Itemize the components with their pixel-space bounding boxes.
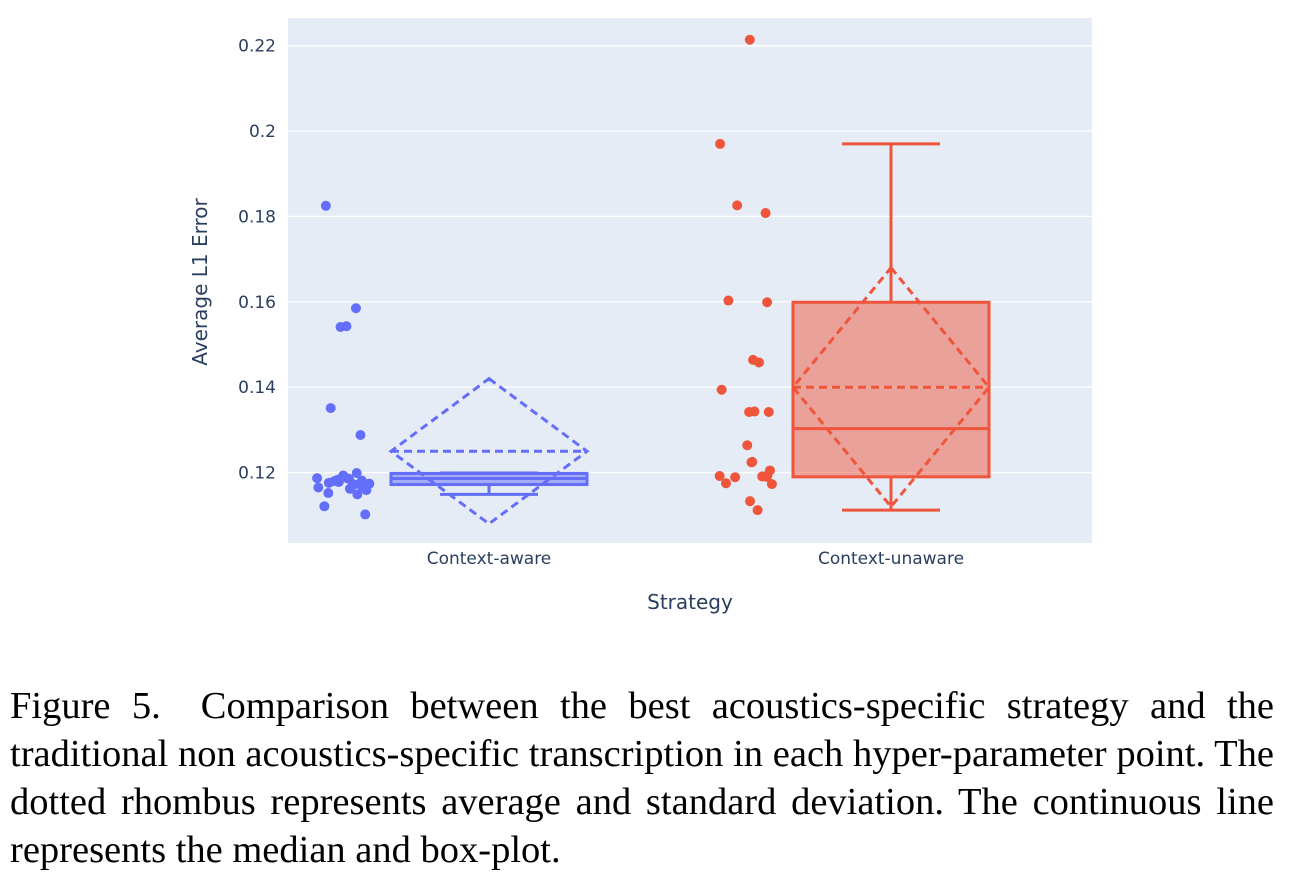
- iqr-box: [791, 300, 991, 479]
- data-point: [730, 472, 741, 483]
- box-plot-figure: 0.12 0.14 0.16 0.18 0.2 0.22 Context-aware Con…: [188, 18, 1092, 614]
- data-point: [344, 483, 355, 494]
- caption-text: Comparison between the best acoustics-sp…: [10, 685, 1274, 871]
- data-point: [352, 489, 363, 500]
- data-point: [766, 479, 777, 490]
- y-tick-label: 0.22: [238, 37, 276, 57]
- y-tick-label: 0.16: [238, 293, 276, 313]
- data-point: [723, 295, 734, 306]
- y-tick-label: 0.12: [238, 464, 276, 484]
- data-point: [714, 470, 725, 481]
- data-point: [351, 468, 362, 478]
- figure-caption: Figure 5. Comparison between the best aco…: [10, 682, 1274, 874]
- mean-sd-rhombus: [388, 376, 590, 526]
- data-point: [323, 477, 334, 488]
- data-point: [742, 440, 753, 451]
- data-point: [745, 496, 756, 507]
- data-point: [715, 138, 726, 149]
- data-point: [323, 488, 334, 499]
- data-point: [333, 476, 344, 487]
- x-axis-ticks: Context-aware Context-unaware: [427, 549, 964, 569]
- data-point: [355, 430, 366, 441]
- data-point: [313, 482, 324, 493]
- data-point: [760, 208, 771, 219]
- data-point: [744, 406, 755, 417]
- data-point: [361, 485, 372, 496]
- data-point: [335, 322, 346, 333]
- data-point: [721, 478, 732, 489]
- data-point: [312, 473, 323, 484]
- data-point: [716, 384, 727, 395]
- y-axis-title: Average L1 Error: [188, 197, 212, 365]
- data-point: [752, 505, 763, 516]
- box-plot-chart: 0.120.140.160.180.20.22 Context-aware Con…: [188, 18, 1092, 614]
- data-point: [753, 357, 764, 368]
- caption-label: Figure 5.: [10, 685, 161, 727]
- data-point: [761, 471, 772, 482]
- data-point: [746, 457, 757, 468]
- data-point: [762, 297, 773, 308]
- data-point: [732, 200, 743, 211]
- data-point: [744, 34, 755, 45]
- data-point: [325, 403, 336, 414]
- y-tick-label: 0.14: [238, 378, 276, 398]
- y-axis-ticks: 0.12 0.14 0.16 0.18 0.2 0.22: [238, 37, 276, 484]
- series-context-unaware: [714, 34, 991, 516]
- data-point: [350, 303, 361, 314]
- series-context-aware: [312, 200, 590, 526]
- y-tick-label: 0.2: [249, 122, 276, 142]
- x-tick-label: Context-aware: [427, 549, 552, 569]
- data-point: [360, 509, 371, 520]
- y-tick-label: 0.18: [238, 207, 276, 227]
- series-layer: [312, 34, 991, 526]
- data-point: [320, 200, 331, 211]
- x-tick-label: Context-unaware: [818, 549, 964, 569]
- x-axis-title: Strategy: [647, 590, 733, 614]
- data-point: [319, 501, 330, 512]
- data-point: [763, 406, 774, 417]
